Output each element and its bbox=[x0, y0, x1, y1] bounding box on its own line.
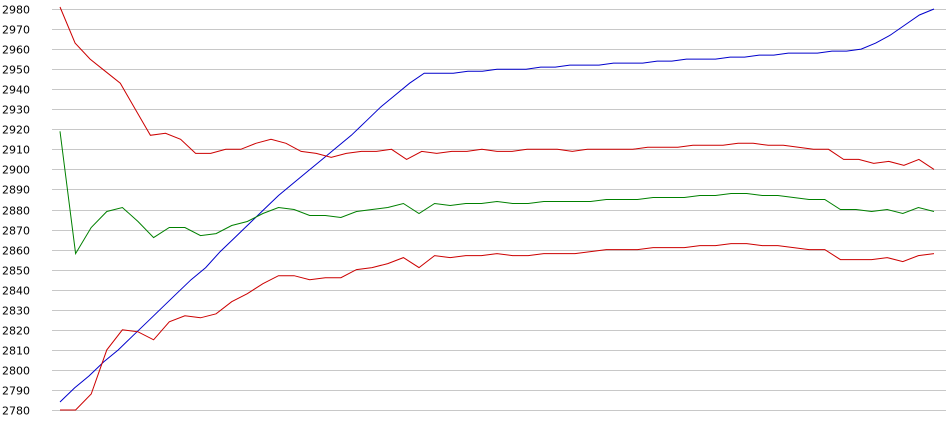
y-tick-label: 2900 bbox=[2, 164, 30, 177]
y-tick-label: 2930 bbox=[2, 104, 30, 117]
series-line-3 bbox=[59, 131, 935, 256]
y-tick-label: 2950 bbox=[2, 64, 30, 77]
y-tick-label: 2790 bbox=[2, 385, 30, 398]
y-tick-label: 2860 bbox=[2, 245, 30, 258]
y-tick-label: 2840 bbox=[2, 285, 30, 298]
y-tick-label: 2970 bbox=[2, 24, 30, 37]
y-tick-label: 2940 bbox=[2, 84, 30, 97]
series-lines bbox=[59, 6, 935, 411]
y-tick-label: 2910 bbox=[2, 144, 30, 157]
y-tick-label: 2810 bbox=[2, 345, 30, 358]
y-tick-label: 2980 bbox=[2, 4, 30, 17]
y-tick-label: 2780 bbox=[2, 405, 30, 418]
series-line-4 bbox=[60, 243, 935, 411]
y-tick-label: 2960 bbox=[2, 44, 30, 57]
y-axis-tick-labels: 2780 2790 2800 2810 2820 2830 2840 2850 2860 2870… bbox=[2, 4, 30, 418]
y-tick-label: 2890 bbox=[2, 184, 30, 197]
y-tick-label: 2850 bbox=[2, 265, 30, 278]
y-tick-label: 2800 bbox=[2, 365, 30, 378]
y-tick-label: 2870 bbox=[2, 225, 30, 238]
y-tick-label: 2820 bbox=[2, 325, 30, 338]
y-tick-label: 2920 bbox=[2, 124, 30, 137]
y-tick-label: 2880 bbox=[2, 205, 30, 218]
series-line-2 bbox=[59, 6, 935, 170]
series-line-1 bbox=[59, 8, 935, 403]
y-tick-label: 2830 bbox=[2, 305, 30, 318]
